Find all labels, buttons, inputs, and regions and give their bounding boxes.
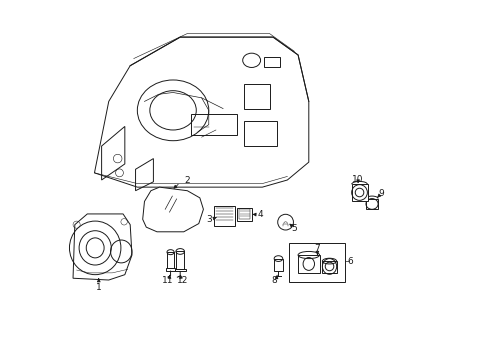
Text: 9: 9 <box>377 189 383 198</box>
Text: 8: 8 <box>271 276 277 285</box>
Polygon shape <box>73 214 132 280</box>
Text: 6: 6 <box>346 257 352 266</box>
Bar <box>274 258 282 271</box>
Bar <box>298 255 319 273</box>
Bar <box>365 199 378 209</box>
Bar <box>176 251 184 269</box>
Bar <box>175 269 185 271</box>
Polygon shape <box>94 37 308 187</box>
Bar <box>166 252 174 268</box>
Bar <box>165 268 175 271</box>
Bar <box>351 184 367 201</box>
Text: 4: 4 <box>257 210 263 219</box>
Text: 11: 11 <box>162 276 173 285</box>
Text: 12: 12 <box>177 276 188 285</box>
Text: 7: 7 <box>314 244 320 253</box>
Bar <box>322 261 336 273</box>
Polygon shape <box>142 187 203 232</box>
Bar <box>237 207 252 221</box>
Text: 2: 2 <box>184 176 190 185</box>
Text: 10: 10 <box>352 175 363 184</box>
Text: 1: 1 <box>96 283 102 292</box>
Bar <box>239 209 250 219</box>
Text: 5: 5 <box>291 224 297 233</box>
Bar <box>214 206 234 226</box>
Bar <box>288 243 344 282</box>
Text: 3: 3 <box>206 215 212 224</box>
